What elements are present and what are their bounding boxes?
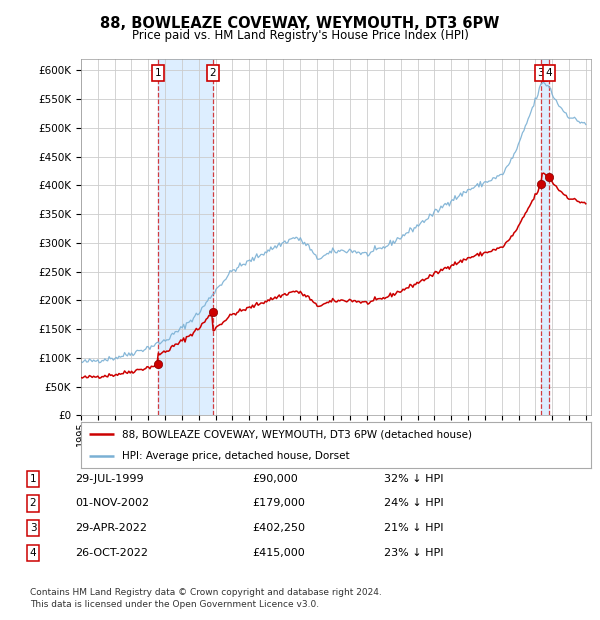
Bar [541, 59, 549, 415]
Text: 21% ↓ HPI: 21% ↓ HPI [384, 523, 443, 533]
Text: 29-JUL-1999: 29-JUL-1999 [75, 474, 143, 484]
Text: 3: 3 [538, 68, 544, 78]
Text: 3: 3 [29, 523, 37, 533]
Text: 01-NOV-2002: 01-NOV-2002 [75, 498, 149, 508]
Text: 4: 4 [546, 68, 553, 78]
Text: This data is licensed under the Open Government Licence v3.0.: This data is licensed under the Open Gov… [30, 600, 319, 609]
Text: 4: 4 [29, 548, 37, 558]
Text: 29-APR-2022: 29-APR-2022 [75, 523, 147, 533]
Text: 88, BOWLEAZE COVEWAY, WEYMOUTH, DT3 6PW: 88, BOWLEAZE COVEWAY, WEYMOUTH, DT3 6PW [100, 16, 500, 30]
Text: £179,000: £179,000 [252, 498, 305, 508]
Text: Contains HM Land Registry data © Crown copyright and database right 2024.: Contains HM Land Registry data © Crown c… [30, 588, 382, 597]
Text: 26-OCT-2022: 26-OCT-2022 [75, 548, 148, 558]
Text: 2: 2 [209, 68, 216, 78]
Text: £90,000: £90,000 [252, 474, 298, 484]
Text: £415,000: £415,000 [252, 548, 305, 558]
Bar [158, 59, 213, 415]
Text: HPI: Average price, detached house, Dorset: HPI: Average price, detached house, Dors… [122, 451, 349, 461]
Text: 1: 1 [29, 474, 37, 484]
Text: £402,250: £402,250 [252, 523, 305, 533]
Text: 1: 1 [155, 68, 161, 78]
Text: 23% ↓ HPI: 23% ↓ HPI [384, 548, 443, 558]
Text: Price paid vs. HM Land Registry's House Price Index (HPI): Price paid vs. HM Land Registry's House … [131, 29, 469, 42]
Text: 24% ↓ HPI: 24% ↓ HPI [384, 498, 443, 508]
Text: 88, BOWLEAZE COVEWAY, WEYMOUTH, DT3 6PW (detached house): 88, BOWLEAZE COVEWAY, WEYMOUTH, DT3 6PW … [122, 429, 472, 439]
Text: 32% ↓ HPI: 32% ↓ HPI [384, 474, 443, 484]
Text: 2: 2 [29, 498, 37, 508]
